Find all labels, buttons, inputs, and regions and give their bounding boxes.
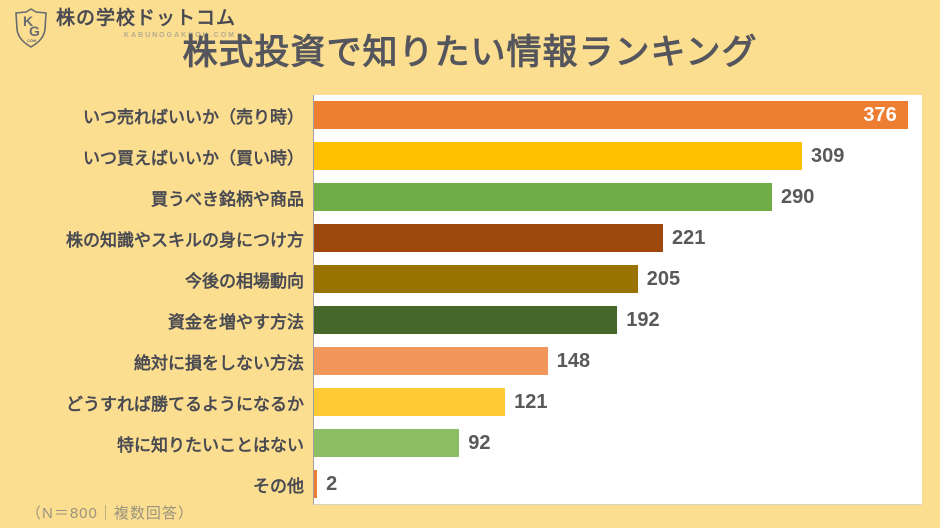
- bar-chart-plot-area: 376 309 290 221 205 192 148 121 92 2: [313, 95, 922, 505]
- value-label: 376: [863, 104, 897, 127]
- brand-logo: K G COM 株の学校ドットコム KABUNOGAKKOU.COM: [12, 7, 236, 49]
- bar[interactable]: [314, 305, 618, 334]
- bar-row: 205: [314, 259, 922, 300]
- bar[interactable]: 376: [314, 101, 908, 130]
- value-label: 2: [326, 472, 338, 495]
- category-label: いつ買えばいいか（買い時）: [83, 149, 304, 168]
- bar-row: 2: [314, 463, 922, 504]
- category-label-column: いつ売ればいいか（売り時） いつ買えばいいか（買い時） 買うべき銘柄や商品株の知識や…: [0, 95, 313, 505]
- category-label: 絶対に損をしない方法: [134, 354, 304, 373]
- bar-row: 192: [314, 300, 922, 341]
- category-label: 特に知りたいことはない: [117, 436, 304, 455]
- brand-domain: KABUNOGAKKOU.COM: [123, 31, 237, 39]
- value-label: 192: [626, 308, 660, 331]
- bar[interactable]: [314, 265, 638, 294]
- svg-text:COM: COM: [27, 38, 37, 43]
- value-label: 221: [672, 227, 706, 250]
- bar-row: 290: [314, 177, 922, 218]
- category-label: 今後の相場動向: [185, 272, 304, 291]
- category-label: 資金を増やす方法: [168, 313, 304, 332]
- svg-text:G: G: [29, 23, 40, 39]
- bar[interactable]: [314, 183, 772, 212]
- bar-row: 376: [314, 95, 922, 136]
- shield-kg-icon: K G COM: [12, 7, 50, 49]
- bar[interactable]: [314, 428, 460, 457]
- brand-name: 株の学校ドットコム: [56, 8, 237, 29]
- svg-text:K: K: [23, 13, 33, 29]
- page-title: 株式投資で知りたい情報ランキング: [182, 33, 758, 72]
- value-label: 290: [780, 186, 815, 209]
- bar-row: 121: [314, 381, 922, 422]
- value-label: 121: [514, 390, 548, 413]
- bar-row: 309: [314, 136, 922, 177]
- category-label: 買うべき銘柄や商品: [151, 190, 304, 209]
- value-label: 309: [810, 145, 845, 168]
- category-label: いつ売ればいいか（売り時）: [83, 108, 304, 127]
- bar-row: 221: [314, 218, 922, 259]
- bar[interactable]: [314, 469, 318, 498]
- bar[interactable]: [314, 387, 506, 416]
- category-label: その他: [253, 477, 304, 496]
- bar[interactable]: [314, 224, 663, 253]
- category-label: 株の知識やスキルの身につけ方: [66, 231, 304, 250]
- value-label: 205: [646, 268, 681, 291]
- sample-size-note: （N＝800｜複数回答）: [26, 505, 194, 522]
- bar[interactable]: [314, 346, 548, 375]
- value-label: 148: [556, 349, 591, 372]
- value-label: 92: [468, 431, 491, 454]
- bar[interactable]: [314, 142, 802, 171]
- bar-row: 92: [314, 422, 922, 463]
- category-label: どうすれば勝てるようになるか: [66, 395, 304, 414]
- bar-row: 148: [314, 340, 922, 381]
